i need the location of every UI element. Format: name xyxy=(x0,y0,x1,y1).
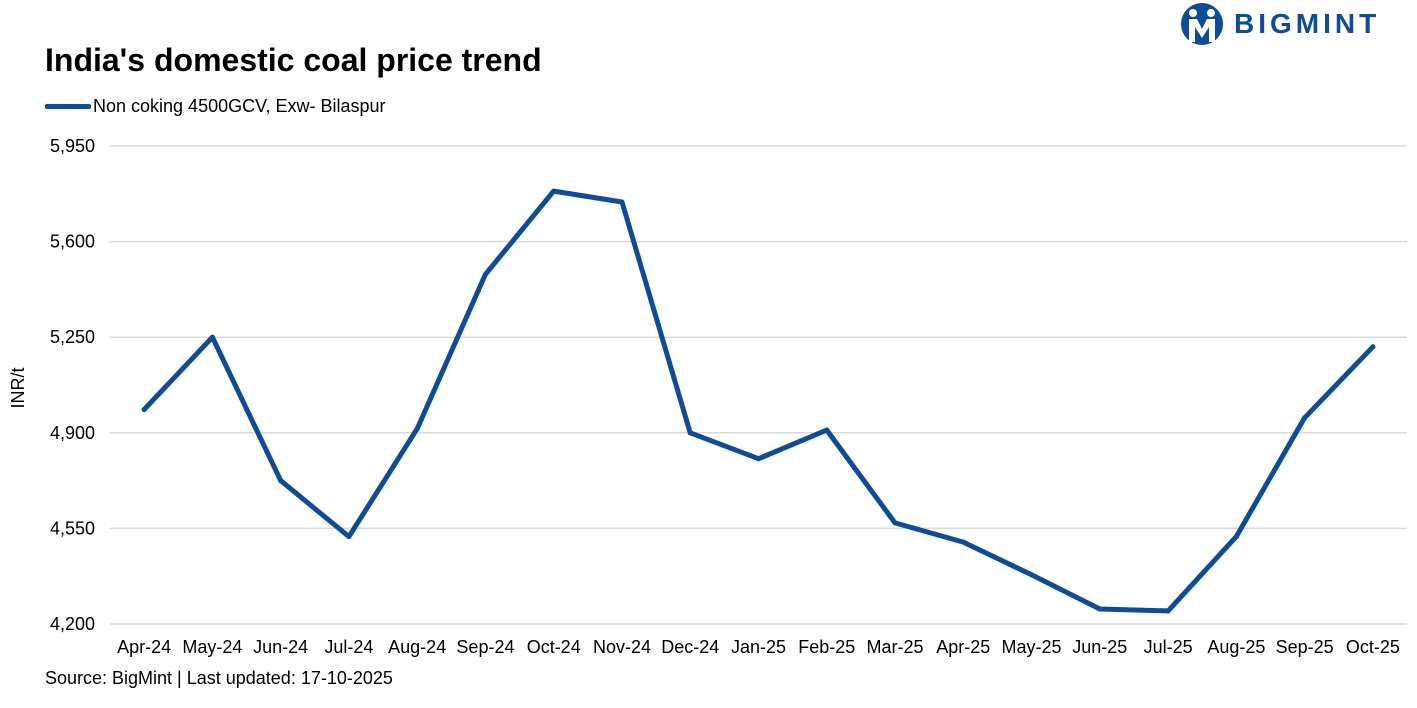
data-point xyxy=(1370,344,1376,350)
data-point xyxy=(482,271,488,277)
data-point xyxy=(619,199,625,205)
legend-label: Non coking 4500GCV, Exw- Bilaspur xyxy=(93,96,386,116)
source-note: Source: BigMint | Last updated: 17-10-20… xyxy=(45,668,393,688)
data-point xyxy=(892,520,898,526)
data-point xyxy=(1233,534,1239,540)
x-tick-label: May-25 xyxy=(1002,637,1062,657)
y-tick-label: 4,900 xyxy=(50,423,95,443)
x-tick-label: Aug-24 xyxy=(388,637,446,657)
data-point xyxy=(1097,606,1103,612)
data-point xyxy=(1029,572,1035,578)
x-tick-label: Jan-25 xyxy=(731,637,786,657)
bigmint-logo: BIGMINT xyxy=(1180,2,1380,46)
data-point xyxy=(551,188,557,194)
chart-title: India's domestic coal price trend xyxy=(45,42,542,78)
x-tick-label: Jul-25 xyxy=(1144,637,1193,657)
x-tick-label: Jul-24 xyxy=(324,637,373,657)
data-point xyxy=(278,478,284,484)
data-point xyxy=(141,407,147,413)
x-tick-label: Dec-24 xyxy=(661,637,719,657)
x-tick-label: Aug-25 xyxy=(1207,637,1265,657)
x-tick-label: Nov-24 xyxy=(593,637,651,657)
data-point xyxy=(346,534,352,540)
data-point xyxy=(414,426,420,432)
legend-swatch xyxy=(45,104,91,109)
x-tick-label: Sep-25 xyxy=(1276,637,1334,657)
x-tick-label: Apr-25 xyxy=(936,637,990,657)
x-tick-label: Oct-24 xyxy=(527,637,581,657)
gridlines xyxy=(110,145,1407,625)
x-tick-label: Oct-25 xyxy=(1346,637,1400,657)
y-tick-label: 5,950 xyxy=(50,136,95,156)
y-tick-label: 4,550 xyxy=(50,518,95,538)
data-point xyxy=(1165,608,1171,614)
x-tick-label: May-24 xyxy=(182,637,242,657)
x-tick-label: Apr-24 xyxy=(117,637,171,657)
data-point xyxy=(960,539,966,545)
y-tick-label: 4,200 xyxy=(50,614,95,634)
x-tick-label: Sep-24 xyxy=(456,637,514,657)
brand-name: BIGMINT xyxy=(1234,8,1381,39)
legend: Non coking 4500GCV, Exw- Bilaspur xyxy=(45,96,385,117)
y-axis-label: INR/t xyxy=(8,367,28,408)
y-tick-label: 5,250 xyxy=(50,327,95,347)
data-point xyxy=(756,456,761,462)
data-point xyxy=(687,430,693,436)
x-tick-label: Mar-25 xyxy=(867,637,924,657)
data-point xyxy=(1302,415,1308,421)
x-tick-label: Feb-25 xyxy=(798,637,855,657)
x-tick-label: Jun-24 xyxy=(253,637,308,657)
x-tick-label: Jun-25 xyxy=(1072,637,1127,657)
data-point xyxy=(824,427,830,433)
series-line xyxy=(141,188,1376,614)
series-group xyxy=(141,188,1376,614)
y-axis-ticks: 4,200 4,550 4,900 5,250 5,600 5,950 xyxy=(50,136,95,634)
bigmint-logo-icon xyxy=(1181,3,1223,45)
y-tick-label: 5,600 xyxy=(50,232,95,252)
x-axis-ticks: Apr-24 May-24 Jun-24 Jul-24 Aug-24 Sep-24 Oct-… xyxy=(117,637,1400,657)
line-chart: 4,200 4,550 4,900 5,250 5,600 5,950 Apr-24 May… xyxy=(8,136,1407,657)
data-point xyxy=(209,334,215,340)
